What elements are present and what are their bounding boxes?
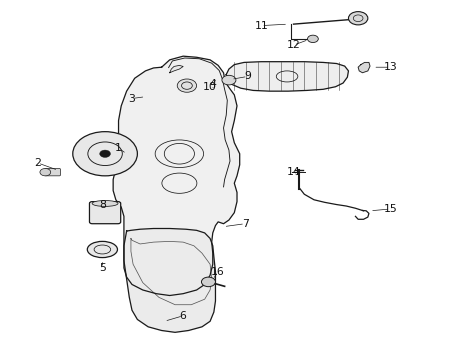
Polygon shape bbox=[358, 62, 370, 73]
Text: 13: 13 bbox=[383, 62, 397, 72]
Text: 4: 4 bbox=[210, 79, 216, 89]
Circle shape bbox=[348, 11, 368, 25]
Text: 12: 12 bbox=[287, 40, 301, 50]
Text: 14: 14 bbox=[287, 167, 301, 177]
Text: 15: 15 bbox=[383, 204, 397, 214]
Ellipse shape bbox=[92, 200, 118, 206]
Text: 9: 9 bbox=[244, 71, 251, 81]
Circle shape bbox=[222, 75, 236, 85]
Circle shape bbox=[201, 277, 216, 287]
Text: 16: 16 bbox=[211, 267, 225, 277]
Text: 2: 2 bbox=[34, 158, 41, 168]
Text: 3: 3 bbox=[128, 94, 136, 103]
Polygon shape bbox=[170, 65, 183, 73]
Polygon shape bbox=[124, 229, 216, 332]
Text: 5: 5 bbox=[99, 263, 106, 273]
Polygon shape bbox=[226, 62, 348, 91]
Circle shape bbox=[177, 79, 197, 92]
FancyBboxPatch shape bbox=[90, 201, 121, 224]
Circle shape bbox=[40, 168, 51, 176]
Text: 1: 1 bbox=[115, 143, 122, 153]
Text: 10: 10 bbox=[203, 82, 217, 93]
Text: 7: 7 bbox=[242, 219, 248, 229]
Circle shape bbox=[308, 35, 319, 42]
Text: 6: 6 bbox=[180, 311, 187, 321]
Text: 11: 11 bbox=[255, 21, 268, 31]
Text: 8: 8 bbox=[99, 200, 106, 210]
Polygon shape bbox=[113, 56, 240, 295]
Ellipse shape bbox=[87, 242, 118, 258]
Circle shape bbox=[100, 150, 110, 157]
FancyBboxPatch shape bbox=[45, 168, 60, 176]
Circle shape bbox=[73, 132, 137, 176]
